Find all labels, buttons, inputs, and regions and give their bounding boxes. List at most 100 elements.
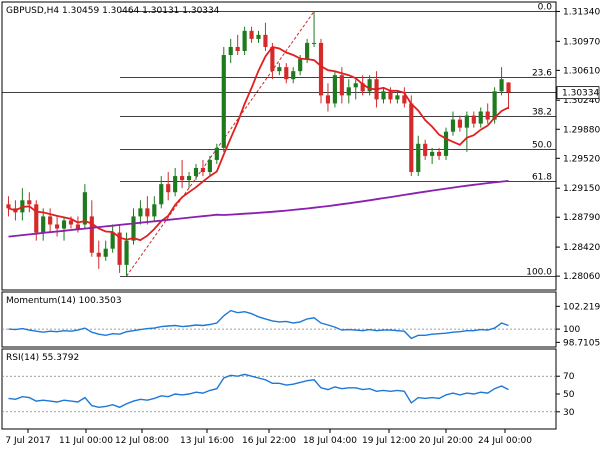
- candle-bullish: [207, 159, 212, 173]
- candle-bearish: [249, 30, 254, 39]
- candle-bullish: [499, 79, 504, 92]
- candle-bullish: [416, 143, 421, 173]
- rsi-label: RSI(14) 55.3792: [6, 353, 79, 363]
- y-tick-label: 1.28420: [563, 243, 600, 253]
- y-tick-label: 1.28790: [563, 213, 600, 223]
- candle-bullish: [242, 30, 247, 51]
- price-panel: 1.31340 1.30970 1.30610 1.30240 1.29880 1.295…: [1, 1, 600, 291]
- candle-bullish: [61, 220, 67, 229]
- fib-level-label: 0.0: [538, 3, 553, 13]
- candle-bearish: [457, 119, 462, 128]
- price-panel-frame: [1, 1, 557, 291]
- candle-bullish: [82, 192, 87, 225]
- candle-bullish: [332, 75, 337, 104]
- momentum-panel: 102.2196 100 98.7105 Momentum(14) 100.3503: [1, 291, 600, 348]
- y-tick-label: 1.30240: [563, 96, 600, 106]
- rsi-panel-frame: [1, 348, 557, 430]
- x-tick-label: 11 Jul 00:00: [59, 436, 113, 446]
- candle-bullish: [131, 216, 136, 241]
- candle-bullish: [214, 147, 219, 160]
- candle-bullish: [186, 176, 192, 181]
- candle-bullish: [228, 46, 233, 56]
- sma-fast-line: [8, 45, 509, 242]
- y-tick-label: 98.7105: [563, 338, 600, 348]
- candle-bearish: [75, 224, 81, 229]
- candle-bullish: [381, 91, 386, 100]
- candle-bearish: [270, 46, 275, 72]
- x-tick-label: 18 Jul 04:00: [303, 436, 357, 446]
- candle-bearish: [96, 252, 101, 257]
- candle-bullish: [367, 79, 372, 92]
- fibonacci-retracement: 0.0 23.6 38.2 50.0 61.8 100.0: [2, 3, 556, 278]
- candle-bearish: [68, 220, 74, 225]
- candle-bullish: [395, 95, 400, 100]
- last-price-marker: 1.30334: [556, 86, 600, 100]
- candle-bullish: [256, 34, 261, 39]
- x-tick-label: 20 Jul 20:00: [419, 436, 473, 446]
- candle-bullish: [443, 131, 449, 156]
- x-tick-label: 7 Jul 2017: [5, 436, 50, 446]
- candle-bearish: [471, 115, 476, 124]
- y-tick-label: 50: [563, 390, 575, 400]
- candle-bearish: [325, 95, 331, 104]
- candle-bearish: [436, 151, 442, 156]
- candle-bullish: [277, 67, 282, 72]
- fib-level-label: 50.0: [532, 141, 552, 151]
- candle-bearish: [180, 176, 185, 181]
- y-tick-label: 1.29150: [563, 184, 600, 194]
- candle-bearish: [6, 204, 11, 209]
- candle-bullish: [311, 42, 317, 44]
- candle-bearish: [402, 95, 407, 104]
- candle-bullish: [193, 167, 199, 177]
- candle-bullish: [110, 232, 115, 249]
- fib-level-label: 61.8: [532, 173, 552, 183]
- sma-slow-line: [8, 180, 509, 238]
- rsi-line: [2, 373, 556, 413]
- candle-bullish: [138, 208, 143, 217]
- candle-bullish: [353, 83, 358, 88]
- y-tick-label: 1.29520: [563, 154, 600, 164]
- last-price-box: [556, 86, 600, 100]
- y-tick-label: 1.28060: [563, 272, 600, 282]
- candle-bullish: [103, 248, 108, 257]
- y-tick-label: 1.30610: [563, 66, 600, 76]
- candle-bullish: [298, 59, 303, 72]
- y-tick-label: 70: [563, 372, 575, 382]
- candle-bullish: [291, 71, 296, 80]
- candle-bearish: [48, 216, 53, 225]
- indicator-line: [8, 309, 509, 340]
- fib-level-label: 100.0: [526, 268, 552, 278]
- candle-bullish: [492, 91, 497, 120]
- y-tick-label: 100: [563, 325, 580, 335]
- candle-bearish: [166, 184, 171, 193]
- candle-bearish: [27, 200, 32, 205]
- candle-bearish: [200, 167, 206, 173]
- fib-trend-line: [126, 11, 315, 277]
- candle-bearish: [388, 91, 393, 100]
- time-axis: 7 Jul 2017 11 Jul 00:00 12 Jul 08:00 13 Jul…: [5, 429, 532, 446]
- candle-bullish: [173, 176, 178, 193]
- x-tick-label: 12 Jul 08:00: [115, 436, 169, 446]
- y-tick-label: 1.31340: [563, 7, 600, 17]
- candle-bearish: [506, 82, 511, 93]
- last-price-text: 1.30334: [562, 89, 599, 99]
- candle-bearish: [318, 42, 324, 96]
- momentum-label: Momentum(14) 100.3503: [6, 296, 122, 306]
- rsi-y-axis: 70 50 30: [556, 372, 575, 418]
- x-tick-label: 19 Jul 12:00: [362, 436, 416, 446]
- candle-bullish: [152, 204, 157, 217]
- candle-bearish: [485, 111, 490, 120]
- moving-averages: [8, 45, 509, 242]
- candle-bullish: [41, 216, 46, 233]
- y-tick-label: 1.30970: [563, 37, 600, 47]
- candle-bullish: [159, 184, 164, 205]
- x-tick-label: 13 Jul 16:00: [180, 436, 234, 446]
- candle-bullish: [305, 42, 310, 60]
- candle-bearish: [284, 67, 289, 80]
- candle-bullish: [478, 111, 483, 124]
- x-tick-label: 24 Jul 00:00: [478, 436, 532, 446]
- candle-bearish: [339, 75, 344, 96]
- y-tick-label: 102.2196: [563, 302, 600, 312]
- fib-level-label: 38.2: [532, 108, 552, 118]
